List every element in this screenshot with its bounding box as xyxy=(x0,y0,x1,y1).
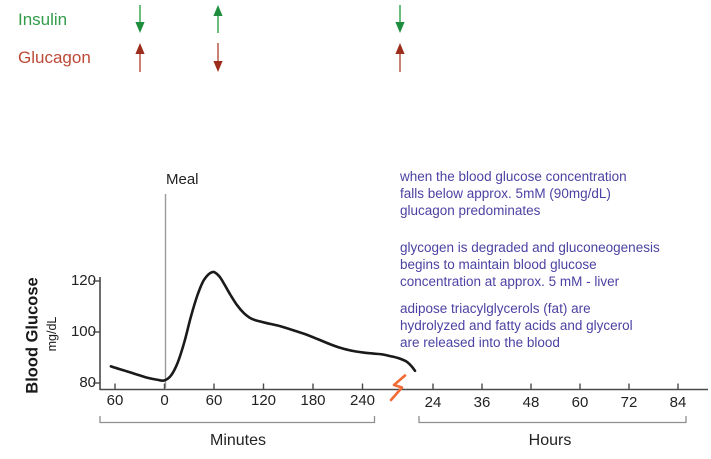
minutes-range-bracket xyxy=(99,416,376,424)
arrow-head xyxy=(135,22,145,33)
annotation-glycogen-degraded: glycogen is degraded and gluconeogenesis… xyxy=(400,239,660,290)
annotation-line: glycogen is degraded and gluconeogenesis xyxy=(400,240,660,255)
hours-range-bracket xyxy=(418,416,687,424)
x-tick-label: 60 xyxy=(106,392,124,409)
blood-glucose-curve xyxy=(109,270,417,383)
annotation-glucagon-predominates: when the blood glucose concentration fal… xyxy=(400,168,627,219)
x-tick-label: 72 xyxy=(620,394,638,411)
annotation-line: concentration at approx. 5 mM - liver xyxy=(400,274,620,289)
arrow-head xyxy=(395,43,405,54)
x-tick-label: 120 xyxy=(250,392,277,409)
glucagon-arrow-up-icon xyxy=(395,43,405,72)
x-tick-label: 36 xyxy=(473,394,491,411)
y-tick-label-100: 100 xyxy=(70,323,96,340)
annotation-line: are released into the blood xyxy=(400,335,560,350)
arrow-head xyxy=(395,22,405,33)
glucagon-arrow-down-icon xyxy=(213,43,223,72)
insulin-arrow-down-icon xyxy=(135,5,145,33)
y-axis-ticks xyxy=(93,280,100,384)
x-tick-label: 24 xyxy=(424,394,442,411)
annotation-line: hydrolyzed and fatty acids and glycerol xyxy=(400,318,633,333)
x-tick-label: 180 xyxy=(300,392,326,409)
axis-break-icon xyxy=(389,374,407,402)
x-tick-label: 60 xyxy=(205,392,223,409)
annotation-line: adipose triacylglycerols (fat) are xyxy=(400,301,591,316)
arrow-head xyxy=(213,61,223,72)
annotation-line: falls below approx. 5mM (90mg/dL) xyxy=(400,186,611,201)
x-tick-label: 84 xyxy=(669,394,687,411)
glucagon-label: Glucagon xyxy=(18,48,91,67)
minutes-axis-label: Minutes xyxy=(209,432,267,449)
annotation-line: when the blood glucose concentration xyxy=(400,169,627,184)
insulin-label: Insulin xyxy=(18,10,68,29)
insulin-arrow-up-icon xyxy=(213,5,223,33)
insulin-arrow-down-icon xyxy=(395,5,405,33)
annotation-line: begins to maintain blood glucose xyxy=(400,257,597,272)
minutes-axis-ticks xyxy=(114,383,364,390)
hours-axis-label: Hours xyxy=(528,432,572,449)
arrow-head xyxy=(213,5,223,16)
x-tick-label: 60 xyxy=(571,394,589,411)
arrow-head xyxy=(135,43,145,54)
x-tick-label: 0 xyxy=(160,392,169,409)
annotation-adipose-hydrolyzed: adipose triacylglycerols (fat) are hydro… xyxy=(400,300,633,351)
glucagon-arrow-up-icon xyxy=(135,43,145,72)
y-tick-label-120: 120 xyxy=(70,272,96,289)
hormone-arrows xyxy=(135,5,405,72)
hours-axis-ticks xyxy=(432,383,679,390)
x-tick-label: 48 xyxy=(522,394,540,411)
y-tick-label-80: 80 xyxy=(79,374,96,391)
x-tick-label: 240 xyxy=(349,392,376,409)
annotation-line: glucagon predominates xyxy=(400,203,541,218)
meal-label: Meal xyxy=(166,171,199,188)
